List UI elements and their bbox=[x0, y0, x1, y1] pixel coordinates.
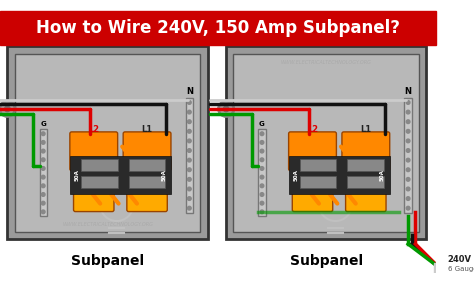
Bar bbox=[70, 156, 171, 194]
Circle shape bbox=[41, 158, 45, 162]
Circle shape bbox=[406, 168, 410, 172]
Text: 6 Gauge: 6 Gauge bbox=[447, 266, 474, 272]
Circle shape bbox=[223, 106, 229, 112]
Circle shape bbox=[406, 187, 410, 191]
Circle shape bbox=[188, 101, 191, 104]
Text: G: G bbox=[259, 121, 265, 127]
Text: G: G bbox=[40, 121, 46, 127]
Circle shape bbox=[41, 141, 45, 144]
Text: 50A: 50A bbox=[380, 169, 385, 181]
FancyBboxPatch shape bbox=[123, 132, 171, 171]
Circle shape bbox=[188, 130, 191, 133]
Bar bbox=[128, 176, 165, 188]
Bar bbox=[434, 263, 443, 274]
Text: N: N bbox=[405, 87, 411, 96]
Bar bbox=[258, 129, 265, 216]
Circle shape bbox=[406, 178, 410, 181]
Text: 50A: 50A bbox=[293, 169, 299, 181]
Text: Subpanel: Subpanel bbox=[71, 254, 144, 268]
Bar bbox=[8, 46, 208, 239]
Circle shape bbox=[188, 168, 191, 172]
Bar bbox=[186, 98, 193, 213]
Circle shape bbox=[218, 101, 234, 117]
Circle shape bbox=[0, 101, 16, 117]
FancyBboxPatch shape bbox=[292, 175, 333, 212]
Bar bbox=[226, 46, 427, 239]
Circle shape bbox=[260, 167, 264, 170]
Circle shape bbox=[220, 103, 232, 114]
Circle shape bbox=[260, 201, 264, 205]
Text: L2: L2 bbox=[88, 125, 100, 134]
FancyBboxPatch shape bbox=[342, 132, 390, 171]
Text: How to Wire 240V, 150 Amp Subpanel?: How to Wire 240V, 150 Amp Subpanel? bbox=[36, 19, 400, 37]
Text: 50A: 50A bbox=[161, 169, 166, 181]
FancyBboxPatch shape bbox=[289, 132, 337, 171]
Bar bbox=[347, 159, 384, 172]
Circle shape bbox=[41, 167, 45, 170]
FancyBboxPatch shape bbox=[73, 175, 114, 212]
Bar bbox=[347, 176, 384, 188]
Circle shape bbox=[41, 201, 45, 205]
Circle shape bbox=[406, 110, 410, 114]
Bar bbox=[300, 159, 337, 172]
Circle shape bbox=[188, 120, 191, 124]
Circle shape bbox=[406, 149, 410, 152]
Circle shape bbox=[41, 193, 45, 196]
Circle shape bbox=[406, 197, 410, 201]
Text: WWW.ELECTRICALTECHNOLOGY.ORG: WWW.ELECTRICALTECHNOLOGY.ORG bbox=[281, 60, 372, 65]
Circle shape bbox=[260, 184, 264, 188]
Circle shape bbox=[406, 206, 410, 210]
Text: L1: L1 bbox=[142, 125, 153, 134]
Text: WWW.ELECTRICALTECHNOLOGY.ORG: WWW.ELECTRICALTECHNOLOGY.ORG bbox=[62, 222, 153, 227]
FancyBboxPatch shape bbox=[70, 132, 118, 171]
Circle shape bbox=[188, 139, 191, 143]
Circle shape bbox=[260, 193, 264, 196]
Circle shape bbox=[406, 158, 410, 162]
Bar bbox=[289, 156, 390, 194]
Circle shape bbox=[188, 178, 191, 181]
Circle shape bbox=[41, 210, 45, 214]
Circle shape bbox=[41, 132, 45, 135]
Text: Subpanel: Subpanel bbox=[290, 254, 363, 268]
Bar bbox=[81, 176, 118, 188]
Bar bbox=[404, 98, 412, 213]
FancyBboxPatch shape bbox=[127, 175, 167, 212]
FancyBboxPatch shape bbox=[346, 175, 386, 212]
Circle shape bbox=[188, 110, 191, 114]
Circle shape bbox=[260, 141, 264, 144]
Text: L2: L2 bbox=[307, 125, 318, 134]
Circle shape bbox=[260, 158, 264, 162]
Circle shape bbox=[41, 149, 45, 153]
Bar bbox=[234, 54, 419, 232]
Bar bbox=[81, 159, 118, 172]
Bar bbox=[300, 176, 337, 188]
Bar bbox=[39, 129, 47, 216]
Circle shape bbox=[188, 197, 191, 201]
Circle shape bbox=[406, 130, 410, 133]
Text: 50A: 50A bbox=[75, 169, 80, 181]
Circle shape bbox=[260, 210, 264, 214]
Circle shape bbox=[260, 175, 264, 179]
Circle shape bbox=[406, 139, 410, 143]
Text: L1: L1 bbox=[360, 125, 372, 134]
Circle shape bbox=[188, 158, 191, 162]
Bar bbox=[15, 54, 201, 232]
Bar bbox=[0, 11, 436, 45]
Circle shape bbox=[260, 132, 264, 135]
Circle shape bbox=[5, 106, 10, 112]
Circle shape bbox=[260, 149, 264, 153]
Circle shape bbox=[188, 206, 191, 210]
Circle shape bbox=[406, 120, 410, 124]
Circle shape bbox=[188, 187, 191, 191]
Circle shape bbox=[41, 175, 45, 179]
Bar bbox=[128, 159, 165, 172]
Text: 240V: 240V bbox=[447, 255, 472, 264]
Circle shape bbox=[188, 149, 191, 152]
Text: N: N bbox=[186, 87, 193, 96]
Circle shape bbox=[2, 103, 13, 114]
Circle shape bbox=[41, 184, 45, 188]
Circle shape bbox=[406, 101, 410, 104]
